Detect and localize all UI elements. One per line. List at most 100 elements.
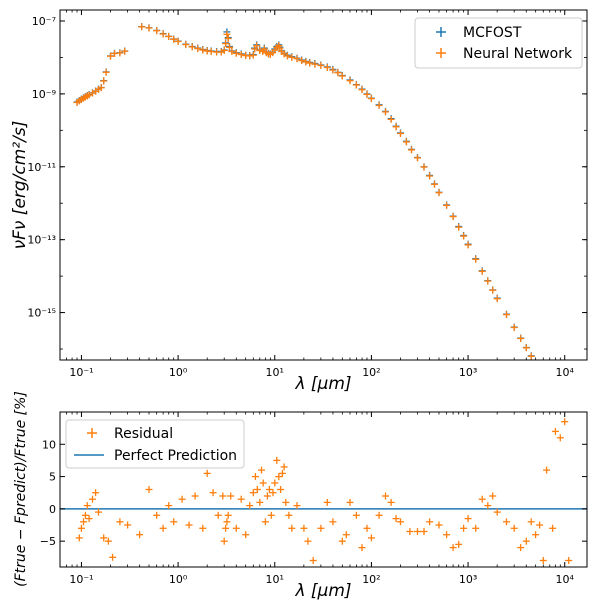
residual-y-tick-label: 10	[42, 438, 56, 451]
residual-panel: 10⁻¹ 10⁰ 10¹ 10² 10³ 10⁴ −5 0 5 10 λ [μm] (Ftrue …	[13, 391, 588, 601]
residual-point	[253, 486, 261, 493]
neural-network-point	[367, 95, 375, 103]
residual-legend-box	[65, 419, 245, 469]
residual-point	[109, 553, 117, 561]
neural-network-point	[464, 241, 472, 249]
residual-point	[382, 492, 389, 500]
residual-x-tick-label: 10⁴	[556, 573, 575, 586]
neural-network-point	[306, 59, 314, 67]
residual-point	[246, 502, 254, 510]
neural-network-point	[116, 49, 124, 57]
residual-point	[304, 537, 312, 545]
residual-point	[222, 524, 230, 532]
residual-point	[259, 479, 267, 487]
residual-point	[265, 486, 273, 493]
residual-point	[293, 502, 301, 510]
neural-network-point	[493, 295, 501, 303]
neural-network-point	[228, 48, 236, 55]
neural-network-point	[455, 223, 463, 231]
neural-network-point	[402, 138, 410, 146]
residual-point	[342, 531, 350, 539]
residual-point	[329, 518, 337, 526]
neural-network-point	[478, 267, 486, 275]
sed-marks	[73, 23, 535, 360]
residual-point	[214, 511, 222, 519]
residual-point	[124, 521, 132, 529]
residual-point	[80, 518, 87, 526]
residual-point	[317, 524, 325, 532]
residual-point	[219, 492, 227, 500]
residual-ticks: 10⁻¹ 10⁰ 10¹ 10² 10³ 10⁴ −5 0 5 10	[40, 412, 587, 586]
residual-point	[561, 418, 569, 426]
residual-point	[300, 524, 308, 532]
residual-y-tick-label: 0	[49, 503, 56, 516]
residual-point	[275, 473, 283, 481]
residual-xlabel: λ [μm]	[294, 581, 351, 601]
residual-point	[551, 427, 559, 435]
neural-network-point	[100, 77, 108, 85]
neural-network-point	[293, 55, 301, 63]
neural-network-point	[527, 352, 535, 360]
residual-point	[223, 518, 231, 526]
residual-point	[224, 511, 232, 519]
residual-point	[249, 489, 257, 497]
residual-point	[165, 502, 173, 510]
sed-ylabel: νFν [erg/cm²/s]	[10, 121, 30, 250]
neural-network-point	[288, 53, 296, 61]
legend-label-residual: Residual	[114, 426, 173, 442]
neural-network-point	[414, 154, 421, 162]
neural-network-point	[358, 86, 366, 94]
neural-network-point	[226, 43, 233, 51]
legend-label-neural-network: Neural Network	[463, 46, 573, 62]
neural-network-point	[426, 172, 434, 180]
sed-y-tick-label: 10⁻⁹	[32, 88, 56, 101]
neural-network-point	[323, 64, 331, 71]
residual-point	[397, 518, 404, 526]
residual-point	[263, 492, 271, 500]
neural-network-point	[283, 52, 291, 60]
residual-point	[285, 511, 293, 519]
residual-x-tick-label: 10²	[362, 573, 380, 586]
residual-point	[358, 544, 366, 552]
neural-network-point	[102, 68, 110, 76]
neural-network-point	[223, 30, 231, 38]
sed-x-tick-label: 10²	[362, 366, 380, 379]
sed-x-tick-label: 10⁰	[169, 366, 188, 379]
residual-point	[539, 557, 547, 564]
neural-network-point	[182, 41, 190, 49]
sed-x-tick-label: 10¹	[266, 366, 284, 379]
residual-point	[522, 537, 530, 545]
neural-network-point	[246, 52, 254, 60]
neural-network-point	[174, 37, 182, 45]
neural-network-point	[449, 213, 457, 221]
residual-point	[256, 498, 264, 506]
residual-point	[258, 466, 265, 474]
residual-point	[387, 498, 395, 506]
residual-point	[556, 434, 564, 442]
neural-network-point	[159, 30, 167, 38]
residual-point	[536, 521, 544, 529]
residual-point	[191, 492, 199, 500]
residual-ylabel: (Ftrue − Fpredict)/Ftrue [%]	[13, 391, 29, 587]
sed-plot-frame	[59, 9, 588, 361]
neural-network-point	[375, 102, 383, 109]
neural-network-point	[329, 66, 337, 74]
residual-point	[75, 534, 83, 542]
residual-point	[543, 466, 551, 474]
residual-point	[414, 528, 421, 535]
neural-network-point	[260, 45, 268, 53]
neural-network-point	[199, 46, 207, 54]
sed-y-tick-label: 10⁻⁷	[32, 15, 56, 28]
neural-network-point	[153, 27, 161, 35]
residual-point	[532, 531, 540, 539]
residual-point	[237, 495, 245, 503]
neural-network-point	[194, 45, 202, 53]
residual-point	[367, 534, 375, 542]
neural-network-point	[165, 33, 173, 40]
residual-point	[153, 511, 161, 519]
neural-network-point	[237, 51, 245, 58]
neural-network-point	[392, 123, 400, 131]
neural-network-point	[107, 52, 114, 60]
residual-point	[510, 524, 518, 532]
